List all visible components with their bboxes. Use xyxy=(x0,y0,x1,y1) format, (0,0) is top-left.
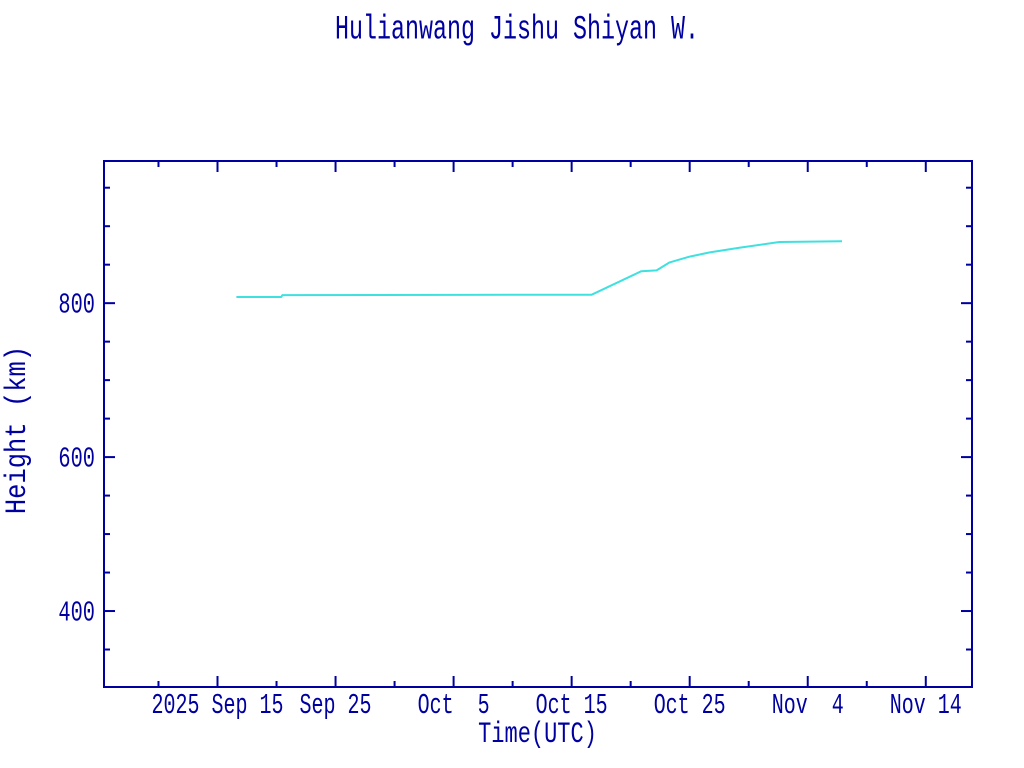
x-tick-label: 2025 Sep 15 xyxy=(152,689,284,722)
y-tick-label: 400 xyxy=(58,597,95,630)
x-tick-label: Nov 14 xyxy=(890,689,962,722)
x-tick-label: Oct 15 xyxy=(536,689,608,722)
orbit-height-line xyxy=(236,240,843,298)
y-axis-label: Height (km) xyxy=(1,346,35,514)
x-tick-label: Oct 5 xyxy=(418,689,490,722)
y-tick-label: 600 xyxy=(58,443,95,476)
chart-title: Hulianwang Jishu Shiyan W. xyxy=(335,12,699,50)
x-tick-label: Nov 4 xyxy=(772,689,844,722)
plot-border xyxy=(103,160,973,688)
x-axis-label: Time(UTC) xyxy=(478,718,597,752)
y-tick-label: 800 xyxy=(58,289,95,322)
x-tick-label: Sep 25 xyxy=(300,689,372,722)
x-tick-label: Oct 25 xyxy=(654,689,726,722)
